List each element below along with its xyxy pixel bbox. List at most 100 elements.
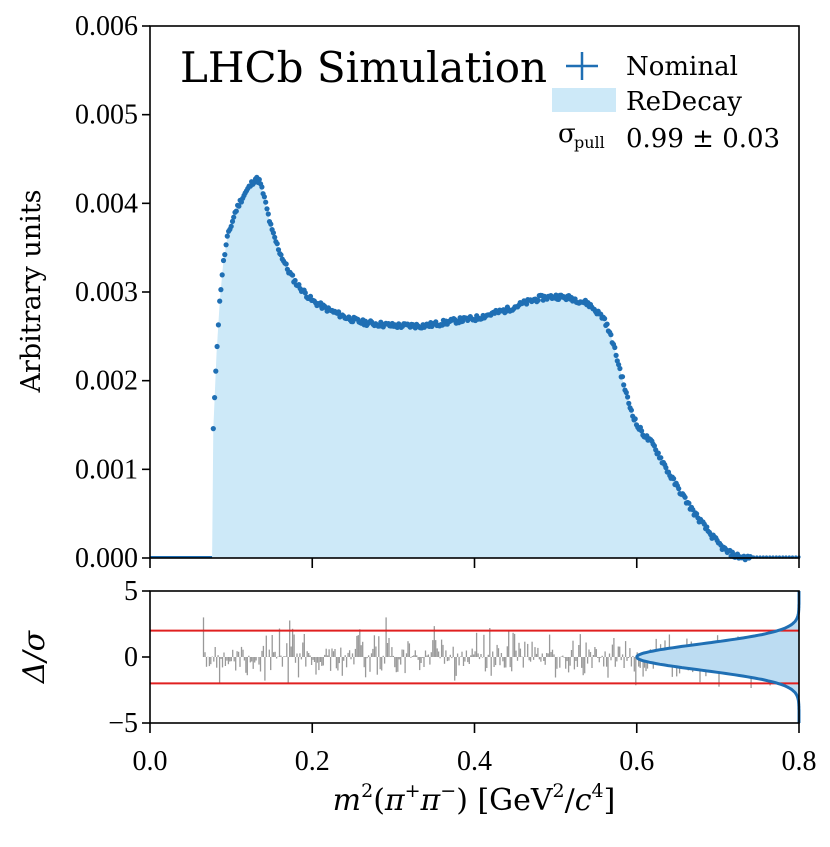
nominal-point bbox=[602, 316, 608, 322]
nominal-point bbox=[655, 450, 661, 456]
nominal-point bbox=[275, 247, 282, 253]
nominal-point bbox=[612, 344, 618, 351]
nominal-point bbox=[264, 206, 270, 212]
main-y-tick-label: 0.005 bbox=[75, 100, 138, 131]
pull-x-ticks: 0.0 0.2 0.4 0.6 0.8 bbox=[133, 723, 817, 777]
plot-title: LHCb Simulation bbox=[180, 43, 547, 92]
nominal-point bbox=[256, 176, 262, 183]
nominal-point bbox=[228, 223, 234, 229]
pull-y-tick-label: 5 bbox=[124, 576, 138, 607]
nominal-point bbox=[682, 494, 688, 500]
nominal-point bbox=[261, 194, 267, 200]
main-x-ticks bbox=[149, 558, 800, 568]
nominal-point bbox=[219, 272, 225, 278]
main-y-ticks: 0.000 0.001 0.002 0.003 0.004 0.005 0.006 bbox=[75, 11, 150, 574]
legend: Nominal ReDecay σ pull 0.99 ± 0.03 bbox=[552, 52, 780, 154]
nominal-point bbox=[263, 199, 269, 205]
nominal-point bbox=[613, 352, 619, 358]
nominal-point bbox=[535, 297, 541, 303]
pull-y-tick-label: −5 bbox=[108, 708, 138, 739]
nominal-point bbox=[663, 465, 669, 471]
legend-redecay-label: ReDecay bbox=[626, 87, 742, 117]
nominal-point bbox=[223, 242, 229, 248]
nominal-point bbox=[220, 257, 227, 264]
nominal-point bbox=[265, 211, 271, 217]
x-tick-label: 0.8 bbox=[782, 746, 817, 777]
nominal-point bbox=[212, 395, 218, 401]
nominal-point bbox=[621, 382, 627, 388]
nominal-legend-marker bbox=[566, 52, 598, 80]
pull-y-ticks: 5 0 −5 bbox=[108, 576, 150, 739]
nominal-point bbox=[296, 282, 302, 288]
main-y-tick-label: 0.001 bbox=[75, 454, 138, 485]
nominal-point bbox=[686, 500, 692, 506]
nominal-point bbox=[632, 416, 638, 422]
nominal-point bbox=[604, 321, 610, 327]
nominal-point bbox=[729, 549, 736, 555]
nominal-point bbox=[626, 400, 632, 406]
nominal-point bbox=[274, 241, 280, 247]
nominal-point bbox=[639, 428, 645, 434]
nominal-point bbox=[628, 407, 635, 413]
nominal-point bbox=[671, 476, 677, 482]
nominal-point bbox=[272, 234, 278, 240]
nominal-point bbox=[619, 374, 626, 380]
nominal-point bbox=[608, 332, 614, 338]
main-plot-panel: 0.000 0.001 0.002 0.003 0.004 0.005 0.006 LHCb… bbox=[16, 11, 801, 574]
nominal-point bbox=[214, 343, 220, 350]
nominal-point bbox=[278, 252, 284, 258]
main-y-tick-label: 0.006 bbox=[75, 11, 138, 42]
x-tick-label: 0.4 bbox=[457, 746, 492, 777]
legend-sigma-value: 0.99 ± 0.03 bbox=[626, 124, 780, 154]
nominal-point bbox=[302, 290, 308, 296]
x-tick-label: 0.2 bbox=[295, 746, 330, 777]
nominal-point bbox=[259, 184, 265, 190]
pull-y-tick-label: 0 bbox=[124, 642, 138, 673]
nominal-point bbox=[229, 218, 236, 224]
nominal-point bbox=[210, 426, 216, 432]
redecay-histogram bbox=[150, 178, 799, 558]
nominal-point bbox=[617, 365, 623, 372]
nominal-point bbox=[224, 233, 230, 239]
x-tick-label: 0.6 bbox=[619, 746, 654, 777]
main-y-axis-label: Arbitrary units bbox=[16, 189, 47, 393]
legend-sigma-symbol: σ bbox=[558, 119, 576, 149]
redecay-fill-area bbox=[150, 178, 799, 558]
main-y-tick-label: 0.004 bbox=[75, 188, 138, 219]
x-tick-label: 0.0 bbox=[133, 746, 168, 777]
nominal-point bbox=[704, 524, 710, 530]
nominal-point bbox=[651, 443, 658, 449]
nominal-point bbox=[218, 287, 224, 293]
nominal-point bbox=[236, 203, 242, 209]
nominal-point bbox=[290, 272, 296, 278]
main-y-tick-label: 0.000 bbox=[75, 543, 138, 574]
nominal-point bbox=[555, 296, 562, 302]
nominal-point bbox=[658, 455, 664, 461]
nominal-point bbox=[694, 511, 700, 517]
nominal-point bbox=[283, 261, 289, 267]
nominal-points bbox=[150, 174, 801, 563]
nominal-point bbox=[524, 301, 530, 307]
main-y-tick-label: 0.002 bbox=[75, 366, 138, 397]
nominal-point bbox=[623, 389, 629, 396]
nominal-point bbox=[213, 368, 219, 374]
pull-y-axis-label: Δ/σ bbox=[17, 629, 52, 684]
main-y-tick-label: 0.003 bbox=[75, 277, 138, 308]
nominal-point bbox=[222, 252, 228, 258]
nominal-point bbox=[231, 214, 237, 220]
nominal-point bbox=[217, 298, 223, 304]
pull-gaussian-fill bbox=[636, 591, 799, 723]
nominal-point bbox=[336, 309, 342, 315]
legend-nominal-label: Nominal bbox=[626, 52, 738, 82]
nominal-point bbox=[268, 221, 274, 227]
nominal-point bbox=[292, 277, 298, 284]
nominal-point bbox=[215, 322, 221, 328]
x-axis-label: m2(π+π−) [GeV2/c4] bbox=[333, 780, 616, 818]
legend-sigma-subscript: pull bbox=[574, 133, 605, 152]
nominal-point bbox=[233, 208, 239, 214]
redecay-legend-swatch bbox=[552, 88, 616, 112]
nominal-point bbox=[270, 230, 276, 236]
nominal-point bbox=[625, 394, 631, 400]
nominal-point bbox=[553, 292, 559, 298]
